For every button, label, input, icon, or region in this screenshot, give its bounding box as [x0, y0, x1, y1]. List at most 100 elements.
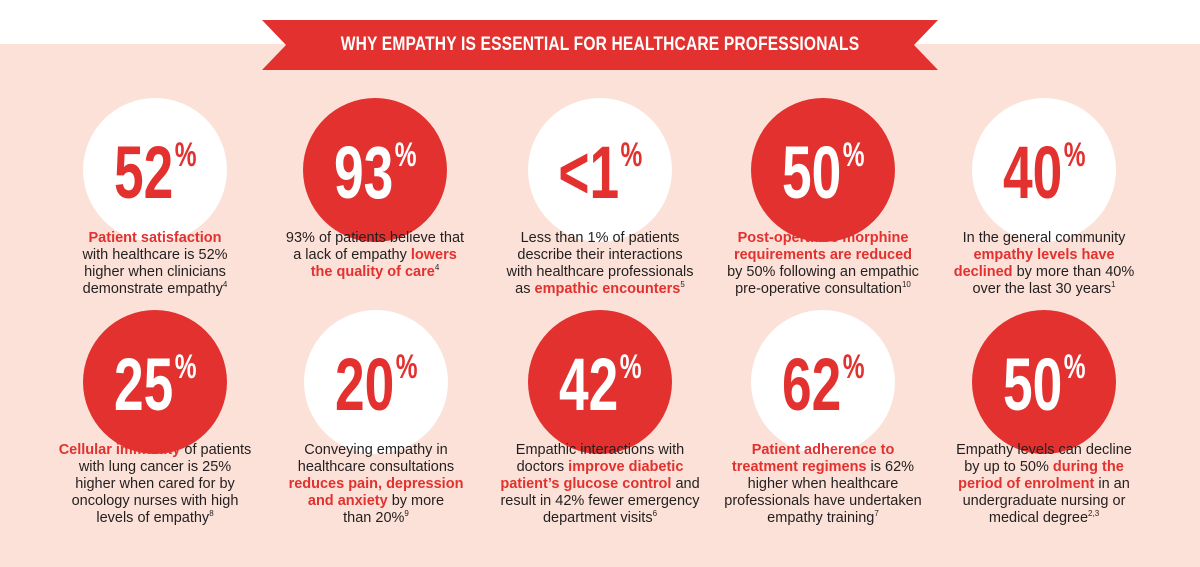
- stat-unit: %: [1063, 136, 1086, 174]
- stat-circle: 50%: [751, 98, 895, 242]
- description-text: Less than 1% of patients: [520, 230, 680, 246]
- description-text: levels of empathy: [96, 510, 210, 526]
- highlighted-text: lowers: [410, 247, 457, 263]
- stat-circle: 93%: [303, 98, 447, 242]
- stat-unit: %: [395, 348, 418, 386]
- description-text: pre-operative consultation: [735, 281, 902, 297]
- highlighted-text: empathy levels have: [973, 247, 1115, 263]
- stat-card-pain-reduction: 20% Conveying empathy in healthcare consu…: [256, 310, 496, 530]
- description-line: empathy levels have: [924, 247, 1164, 264]
- description-line: healthcare consultations: [256, 459, 496, 476]
- stat-value: 25%: [114, 348, 196, 422]
- highlighted-text: Post-operative morphine: [737, 230, 909, 246]
- description-text: doctors: [516, 459, 569, 475]
- highlighted-text: patient’s glucose control: [500, 476, 672, 492]
- description-text: describe their interactions: [517, 247, 683, 263]
- description-text: higher when clinicians: [84, 264, 226, 280]
- stat-number: 50: [1002, 343, 1063, 426]
- description-text: of patients: [180, 442, 252, 458]
- highlighted-text: requirements are reduced: [733, 247, 913, 263]
- stat-number: 20: [334, 343, 395, 426]
- description-line: result in 42% fewer emergency: [480, 493, 720, 510]
- footnote-reference: 5: [680, 280, 685, 290]
- description-line: levels of empathy8: [35, 510, 275, 527]
- stat-value: 40%: [1003, 136, 1085, 210]
- stat-card-cellular-immunity: 25% Cellular immunity of patients with lu…: [35, 310, 275, 530]
- description-text: department visits: [542, 510, 653, 526]
- description-text: healthcare consultations: [297, 459, 455, 475]
- stat-circle: 62%: [751, 310, 895, 454]
- description-line: department visits6: [480, 510, 720, 527]
- description-line: than 20%9: [256, 510, 496, 527]
- stat-unit: %: [842, 348, 865, 386]
- description-text: Empathy levels can decline: [956, 442, 1132, 458]
- description-line: by 50% following an empathic: [703, 264, 943, 281]
- description-line: requirements are reduced: [703, 247, 943, 264]
- stat-unit: %: [394, 136, 417, 174]
- stat-card-empathic-encounters: <1% Less than 1% of patients describe the…: [480, 98, 720, 318]
- stat-value: 50%: [1003, 348, 1085, 422]
- stat-description: Empathy levels can decline by up to 50% d…: [924, 442, 1164, 527]
- highlighted-text: reduces pain, depression: [288, 476, 464, 492]
- stat-description: Conveying empathy in healthcare consultat…: [256, 442, 496, 527]
- description-line: period of enrolment in an: [924, 476, 1164, 493]
- description-line: with lung cancer is 25%: [35, 459, 275, 476]
- description-line: a lack of empathy lowers: [255, 247, 495, 264]
- description-text: is 62%: [866, 459, 915, 475]
- stat-number: 25: [113, 343, 174, 426]
- description-line: Less than 1% of patients: [480, 230, 720, 247]
- description-text: result in 42% fewer emergency: [500, 493, 700, 509]
- stat-card-empathy-decline-enrolment: 50% Empathy levels can decline by up to 5…: [924, 310, 1164, 530]
- description-line: and anxiety by more: [256, 493, 496, 510]
- description-line: higher when clinicians: [35, 264, 275, 281]
- description-text: a lack of empathy: [293, 247, 411, 263]
- description-line: empathy training7: [703, 510, 943, 527]
- stat-circle: 20%: [304, 310, 448, 454]
- stat-value: <1%: [558, 136, 642, 210]
- highlighted-text: declined: [953, 264, 1013, 280]
- description-text: than 20%: [343, 510, 405, 526]
- highlighted-text: treatment regimens: [731, 459, 867, 475]
- description-text: by 50% following an empathic: [727, 264, 919, 280]
- description-line: declined by more than 40%: [924, 264, 1164, 281]
- stat-circle: 42%: [528, 310, 672, 454]
- description-line: by up to 50% during the: [924, 459, 1164, 476]
- stat-unit: %: [620, 136, 642, 174]
- description-text: by up to 50%: [964, 459, 1053, 475]
- stat-card-glucose-control: 42% Empathic interactions with doctors im…: [480, 310, 720, 530]
- highlighted-text: Cellular immunity: [58, 442, 181, 458]
- description-text: medical degree: [988, 510, 1089, 526]
- description-text: Empathic interactions with: [515, 442, 685, 458]
- title-banner: WHY EMPATHY IS ESSENTIAL FOR HEALTHCARE …: [262, 20, 938, 70]
- stat-value: 42%: [559, 348, 641, 422]
- stat-description: 93% of patients believe that a lack of em…: [255, 230, 495, 281]
- stat-unit: %: [619, 348, 642, 386]
- description-line: 93% of patients believe that: [255, 230, 495, 247]
- description-text: empathy training: [767, 510, 875, 526]
- description-text: professionals have undertaken: [724, 493, 922, 509]
- description-text: higher when cared for by: [75, 476, 235, 492]
- description-line: as empathic encounters5: [480, 281, 720, 298]
- highlighted-text: during the: [1052, 459, 1124, 475]
- description-line: over the last 30 years1: [924, 281, 1164, 298]
- stat-card-quality-of-care: 93% 93% of patients believe that a lack o…: [255, 98, 495, 318]
- description-text: Conveying empathy in: [304, 442, 448, 458]
- stat-unit: %: [842, 136, 865, 174]
- footnote-reference: 4: [434, 263, 440, 273]
- description-line: Patient satisfaction: [35, 230, 275, 247]
- description-line: Conveying empathy in: [256, 442, 496, 459]
- description-line: Empathic interactions with: [480, 442, 720, 459]
- highlighted-text: and anxiety: [307, 493, 388, 509]
- footnote-reference: 2,3: [1088, 509, 1100, 519]
- description-line: Patient adherence to: [703, 442, 943, 459]
- description-line: medical degree2,3: [924, 510, 1164, 527]
- description-line: undergraduate nursing or: [924, 493, 1164, 510]
- stat-value: 50%: [782, 136, 864, 210]
- description-line: patient’s glucose control and: [480, 476, 720, 493]
- stat-value: 20%: [335, 348, 417, 422]
- description-text: by more: [387, 493, 445, 509]
- description-text: over the last 30 years: [972, 281, 1112, 297]
- highlighted-text: improve diabetic: [568, 459, 684, 475]
- description-line: higher when healthcare: [703, 476, 943, 493]
- highlighted-text: Patient adherence to: [751, 442, 895, 458]
